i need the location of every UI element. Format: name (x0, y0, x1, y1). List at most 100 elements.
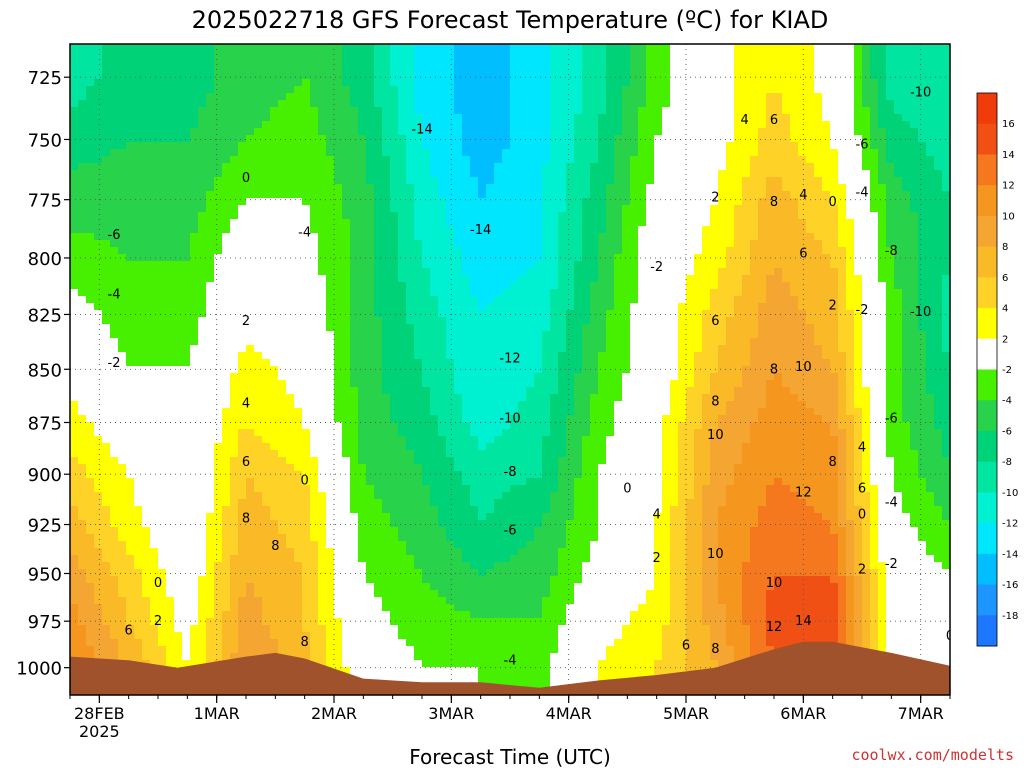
field-cell (198, 191, 207, 199)
field-cell (830, 289, 839, 297)
field-cell (462, 261, 471, 269)
field-cell (566, 170, 575, 178)
field-cell (478, 65, 487, 73)
field-cell (470, 128, 479, 136)
field-cell (678, 198, 687, 206)
field-cell (670, 93, 679, 101)
field-cell (262, 128, 271, 136)
field-cell (382, 233, 391, 241)
field-cell (326, 184, 335, 192)
field-cell (734, 107, 743, 115)
field-cell (478, 310, 487, 318)
field-cell (318, 121, 327, 129)
field-cell (574, 170, 583, 178)
field-cell (318, 177, 327, 185)
field-cell (710, 275, 719, 283)
field-cell (822, 51, 831, 59)
field-cell (278, 198, 287, 206)
field-cell (414, 289, 423, 297)
field-cell (630, 184, 639, 192)
field-cell (310, 352, 319, 360)
field-cell (454, 149, 463, 157)
field-cell (854, 198, 863, 206)
field-cell (150, 65, 159, 73)
field-cell (790, 149, 799, 157)
field-cell (582, 289, 591, 297)
field-cell (342, 254, 351, 262)
field-cell (702, 324, 711, 332)
field-cell (374, 240, 383, 248)
field-cell (942, 310, 950, 318)
field-cell (182, 177, 191, 185)
field-cell (166, 331, 175, 339)
field-cell (758, 93, 767, 101)
field-cell (798, 331, 807, 339)
field-cell (502, 324, 511, 332)
field-cell (734, 233, 743, 241)
field-cell (574, 58, 583, 66)
field-cell (838, 282, 847, 290)
field-cell (654, 135, 663, 143)
field-cell (318, 191, 327, 199)
field-cell (742, 65, 751, 73)
field-cell (862, 212, 871, 220)
field-cell (438, 191, 447, 199)
field-cell (742, 100, 751, 108)
field-cell (518, 226, 527, 234)
field-cell (894, 114, 903, 122)
field-cell (334, 100, 343, 108)
field-cell (358, 240, 367, 248)
field-cell (942, 268, 950, 276)
field-cell (854, 163, 863, 171)
field-cell (262, 121, 271, 129)
field-cell (718, 93, 727, 101)
field-cell (718, 289, 727, 297)
field-cell (102, 149, 111, 157)
field-cell (902, 107, 911, 115)
field-cell (430, 254, 439, 262)
field-cell (150, 289, 159, 297)
field-cell (270, 261, 279, 269)
field-cell (646, 261, 655, 269)
field-cell (262, 156, 271, 164)
field-cell (398, 240, 407, 248)
field-cell (790, 58, 799, 66)
field-cell (726, 58, 735, 66)
field-cell (294, 191, 303, 199)
field-cell (886, 163, 895, 171)
field-cell (750, 212, 759, 220)
field-cell (78, 51, 87, 59)
field-cell (254, 275, 263, 283)
field-cell (422, 100, 431, 108)
field-cell (422, 135, 431, 143)
field-cell (870, 191, 879, 199)
field-cell (278, 170, 287, 178)
field-cell (598, 296, 607, 304)
field-cell (638, 296, 647, 304)
field-cell (766, 275, 775, 283)
field-cell (198, 247, 207, 255)
field-cell (494, 170, 503, 178)
field-cell (78, 163, 87, 171)
field-cell (894, 352, 903, 360)
field-cell (326, 198, 335, 206)
field-cell (798, 212, 807, 220)
field-cell (822, 65, 831, 73)
field-cell (270, 247, 279, 255)
field-cell (934, 275, 943, 283)
field-cell (310, 191, 319, 199)
field-cell (166, 352, 175, 360)
field-cell (606, 317, 615, 325)
field-cell (398, 58, 407, 66)
field-cell (182, 268, 191, 276)
field-cell (718, 233, 727, 241)
field-cell (390, 156, 399, 164)
field-cell (566, 275, 575, 283)
field-cell (614, 331, 623, 339)
field-cell (598, 240, 607, 248)
field-cell (102, 275, 111, 283)
field-cell (374, 275, 383, 283)
field-cell (94, 303, 103, 311)
field-cell (302, 219, 311, 227)
field-cell (774, 261, 783, 269)
